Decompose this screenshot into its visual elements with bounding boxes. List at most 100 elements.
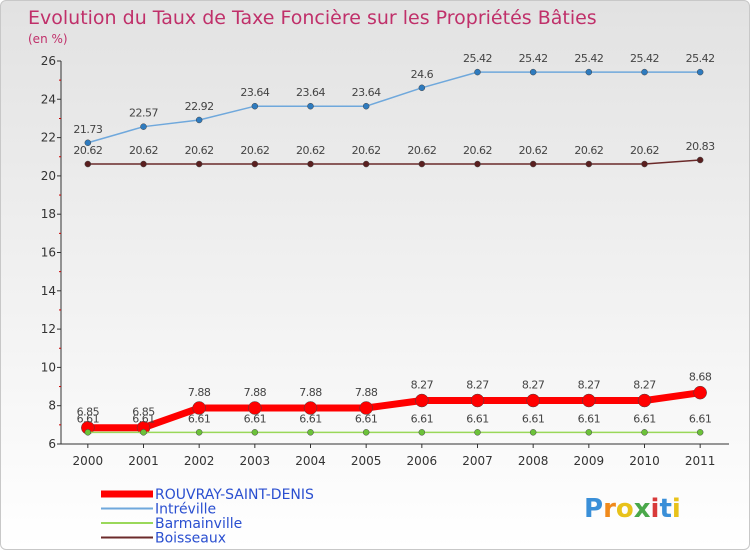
- data-point-boisseaux: [585, 160, 593, 168]
- x-tick-label: 2010: [629, 454, 660, 468]
- proxiti-logo: Proxiti: [584, 494, 681, 524]
- y-tick-label: 10: [41, 360, 56, 374]
- data-label-barmainville: 6.61: [689, 412, 712, 425]
- data-point-intr-ville: [84, 139, 92, 147]
- x-tick-label: 2002: [184, 454, 215, 468]
- y-tick-label: 14: [41, 284, 56, 298]
- data-point-boisseaux: [474, 160, 481, 168]
- x-tick-label: 2005: [351, 454, 382, 468]
- data-point-barmainville: [418, 429, 426, 436]
- data-label-rouvray-saint-denis: 7.88: [299, 386, 322, 399]
- data-label-boisseaux: 20.62: [296, 144, 325, 157]
- legend: ROUVRAY-SAINT-DENISIntrévilleBarmainvill…: [101, 487, 314, 547]
- y-tick-label: 18: [41, 207, 56, 221]
- series-layer: [81, 68, 707, 436]
- x-tick-label: 2011: [685, 454, 716, 468]
- data-point-rouvray-saint-denis: [470, 393, 485, 408]
- x-tick-label: 2001: [128, 454, 159, 468]
- data-point-intr-ville: [140, 123, 147, 130]
- data-point-boisseaux: [251, 160, 259, 168]
- data-point-barmainville: [195, 429, 203, 436]
- legend-label-rouvray-saint-denis: ROUVRAY-SAINT-DENIS: [155, 487, 314, 503]
- data-point-boisseaux: [529, 160, 537, 168]
- chart-title: Evolution du Taux de Taxe Foncière sur l…: [28, 7, 597, 29]
- data-label-rouvray-saint-denis: 8.68: [689, 371, 712, 384]
- data-label-rouvray-saint-denis: 6.85: [132, 406, 155, 419]
- logo-letter: P: [584, 494, 603, 524]
- data-point-intr-ville: [251, 102, 259, 110]
- data-label-boisseaux: 20.83: [686, 140, 715, 153]
- data-label-boisseaux: 20.62: [407, 144, 436, 157]
- data-point-barmainville: [696, 429, 704, 436]
- x-tick-label: 2000: [73, 454, 104, 468]
- data-point-barmainville: [641, 429, 648, 436]
- series-line-intr-ville: [87, 71, 701, 144]
- y-tick-label: 20: [41, 169, 56, 183]
- x-tick-label: 2008: [518, 454, 549, 468]
- chart-subtitle: (en %): [28, 32, 68, 46]
- data-label-intr-ville: 22.57: [129, 107, 158, 120]
- legend-label-barmainville: Barmainville: [155, 516, 242, 532]
- data-label-intr-ville: 25.42: [630, 52, 659, 65]
- data-point-rouvray-saint-denis: [303, 401, 318, 415]
- logo-letter: i: [651, 494, 660, 524]
- data-label-intr-ville: 23.64: [240, 86, 269, 99]
- data-point-rouvray-saint-denis: [248, 401, 262, 415]
- data-label-rouvray-saint-denis: 8.27: [411, 379, 434, 392]
- data-label-intr-ville: 25.42: [519, 52, 548, 65]
- data-label-boisseaux: 20.62: [630, 144, 659, 157]
- logo-letter: x: [634, 494, 651, 524]
- data-point-boisseaux: [307, 160, 314, 168]
- data-point-boisseaux: [140, 160, 147, 168]
- y-tick-label: 8: [48, 399, 56, 413]
- logo-text: Proxiti: [584, 494, 681, 524]
- data-label-barmainville: 6.61: [299, 412, 322, 425]
- data-point-rouvray-saint-denis: [359, 401, 373, 415]
- data-point-rouvray-saint-denis: [192, 401, 206, 415]
- data-label-boisseaux: 20.62: [519, 144, 548, 157]
- data-point-barmainville: [529, 429, 537, 436]
- data-point-intr-ville: [641, 68, 648, 76]
- x-tick-label: 2009: [574, 454, 605, 468]
- data-point-intr-ville: [418, 84, 426, 92]
- data-point-barmainville: [307, 429, 314, 436]
- data-label-boisseaux: 20.62: [240, 144, 269, 157]
- logo-letter: i: [672, 494, 681, 524]
- data-point-rouvray-saint-denis: [526, 393, 540, 408]
- data-point-rouvray-saint-denis: [693, 385, 707, 400]
- data-label-barmainville: 6.61: [466, 412, 489, 425]
- data-label-boisseaux: 20.62: [574, 144, 603, 157]
- data-point-intr-ville: [474, 68, 481, 76]
- legend-label-boisseaux: Boisseaux: [155, 531, 226, 547]
- data-label-intr-ville: 21.73: [73, 123, 102, 136]
- data-label-intr-ville: 25.42: [574, 52, 603, 65]
- data-point-rouvray-saint-denis: [637, 393, 652, 408]
- data-point-boisseaux: [362, 160, 370, 168]
- data-point-barmainville: [251, 429, 259, 436]
- series-line-rouvray-saint-denis: [87, 389, 701, 432]
- data-label-boisseaux: 20.62: [463, 144, 492, 157]
- y-tick-label: 12: [41, 322, 56, 336]
- data-label-intr-ville: 23.64: [352, 86, 381, 99]
- x-tick-label: 2007: [462, 454, 493, 468]
- data-label-barmainville: 6.61: [188, 412, 211, 425]
- data-label-boisseaux: 20.62: [352, 144, 381, 157]
- data-label-barmainville: 6.61: [578, 412, 601, 425]
- data-label-barmainville: 6.61: [132, 412, 155, 425]
- data-labels: 21.73 22.57 22.92 23.64 23.64 23.64 24.6 25.42 2…: [73, 52, 715, 425]
- data-point-intr-ville: [696, 68, 704, 76]
- data-point-boisseaux: [195, 160, 203, 168]
- y-tick-label: 16: [41, 246, 56, 260]
- data-label-intr-ville: 25.42: [463, 52, 492, 65]
- data-label-intr-ville: 24.6: [411, 68, 434, 81]
- x-tick-label: 2003: [240, 454, 271, 468]
- y-tick-label: 6: [48, 437, 56, 451]
- data-label-intr-ville: 23.64: [296, 86, 325, 99]
- data-point-boisseaux: [84, 160, 92, 168]
- series-line-boisseaux: [87, 159, 701, 165]
- y-tick-label: 24: [41, 92, 56, 106]
- data-point-boisseaux: [418, 160, 426, 168]
- data-point-barmainville: [474, 429, 481, 436]
- data-label-rouvray-saint-denis: 7.88: [355, 386, 378, 399]
